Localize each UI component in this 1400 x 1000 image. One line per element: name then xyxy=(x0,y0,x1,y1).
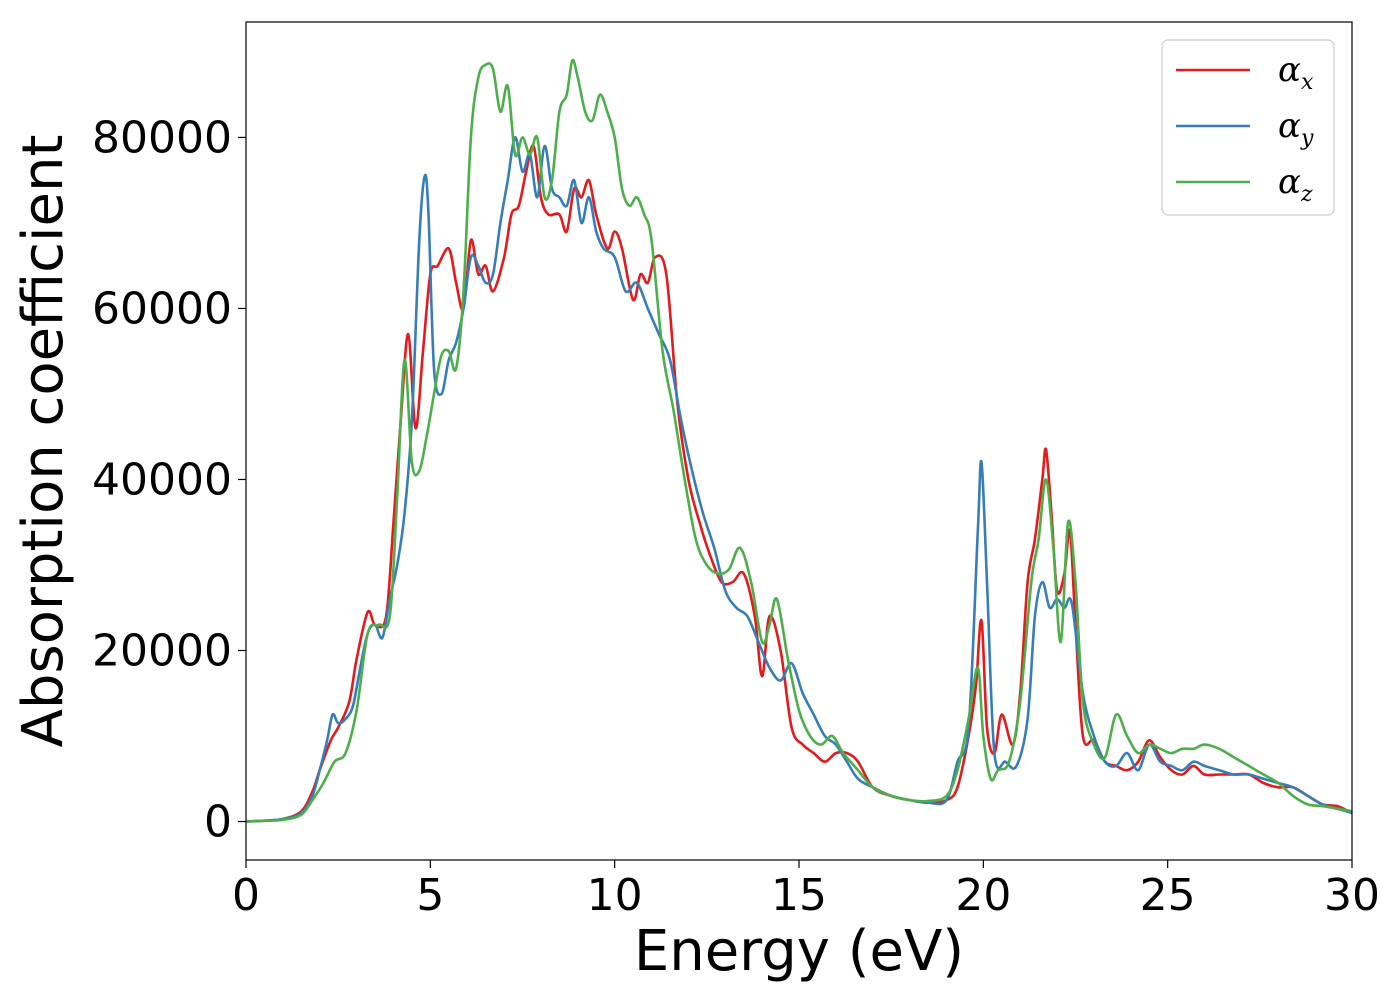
y-tick-label: 80000 xyxy=(92,112,232,163)
series-lines xyxy=(245,58,1353,823)
y-tick-label: 20000 xyxy=(92,626,232,677)
x-tick-label: 0 xyxy=(232,870,260,921)
legend-label-z: αz xyxy=(1278,162,1313,207)
legend-label-y: αy xyxy=(1278,106,1314,151)
x-tick-label: 5 xyxy=(416,870,444,921)
x-tick-label: 10 xyxy=(587,870,643,921)
x-tick-label: 30 xyxy=(1324,870,1380,921)
x-tick-label: 15 xyxy=(771,870,827,921)
series-line-y xyxy=(245,136,1353,823)
y-axis-title: Absorption coefficient xyxy=(11,135,76,748)
x-tick-label: 25 xyxy=(1140,870,1196,921)
legend-label-x: αx xyxy=(1278,50,1314,95)
y-tick-label: 40000 xyxy=(92,454,232,505)
y-tick-label: 0 xyxy=(204,797,232,848)
x-tick-label: 20 xyxy=(955,870,1011,921)
x-axis-title: Energy (eV) xyxy=(634,919,964,984)
series-line-x xyxy=(245,144,1353,823)
legend: αx αy αz xyxy=(1161,39,1335,216)
x-axis-ticks: 0 5 10 15 20 25 30 xyxy=(232,860,1380,921)
y-tick-label: 60000 xyxy=(92,283,232,334)
y-axis-ticks: 0 20000 40000 60000 80000 xyxy=(92,112,246,848)
series-line-z xyxy=(245,58,1353,823)
legend-box xyxy=(1161,39,1335,216)
